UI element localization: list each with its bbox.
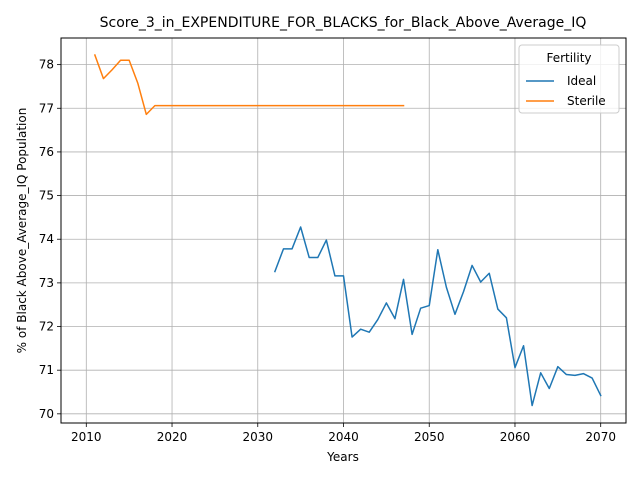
legend-label-sterile: Sterile xyxy=(567,94,606,108)
x-axis-ticks: 2010 2020 2030 2040 2050 2060 2070 xyxy=(71,423,616,444)
y-tick-label: 78 xyxy=(39,58,54,72)
x-tick-label: 2060 xyxy=(500,430,531,444)
y-tick-label: 73 xyxy=(39,276,54,290)
x-tick-label: 2030 xyxy=(242,430,273,444)
series-layer xyxy=(93,54,602,407)
x-tick-label: 2010 xyxy=(71,430,102,444)
y-tick-label: 77 xyxy=(39,101,54,115)
x-axis-label: Years xyxy=(326,450,359,464)
chart-title: Score_3_in_EXPENDITURE_FOR_BLACKS_for_Bl… xyxy=(100,15,587,31)
y-axis-ticks: 70 71 72 73 74 75 76 77 78 xyxy=(39,58,61,421)
y-tick-label: 75 xyxy=(39,189,54,203)
y-tick-label: 71 xyxy=(39,363,54,377)
legend-title: Fertility xyxy=(546,51,591,65)
grid xyxy=(61,38,626,423)
x-tick-label: 2070 xyxy=(585,430,616,444)
legend-label-ideal: Ideal xyxy=(567,74,596,88)
series-line-sterile xyxy=(93,54,405,116)
series-line-ideal xyxy=(273,226,602,407)
legend-box xyxy=(518,44,620,114)
y-tick-label: 70 xyxy=(39,407,54,421)
legend: Fertility Ideal Sterile xyxy=(518,44,620,114)
x-tick-label: 2040 xyxy=(328,430,359,444)
y-axis-label: % of Black Above_Average_IQ Population xyxy=(15,108,29,354)
x-tick-label: 2050 xyxy=(414,430,445,444)
y-tick-label: 76 xyxy=(39,145,54,159)
x-tick-label: 2020 xyxy=(157,430,188,444)
y-tick-label: 74 xyxy=(39,232,54,246)
y-tick-label: 72 xyxy=(39,320,54,334)
